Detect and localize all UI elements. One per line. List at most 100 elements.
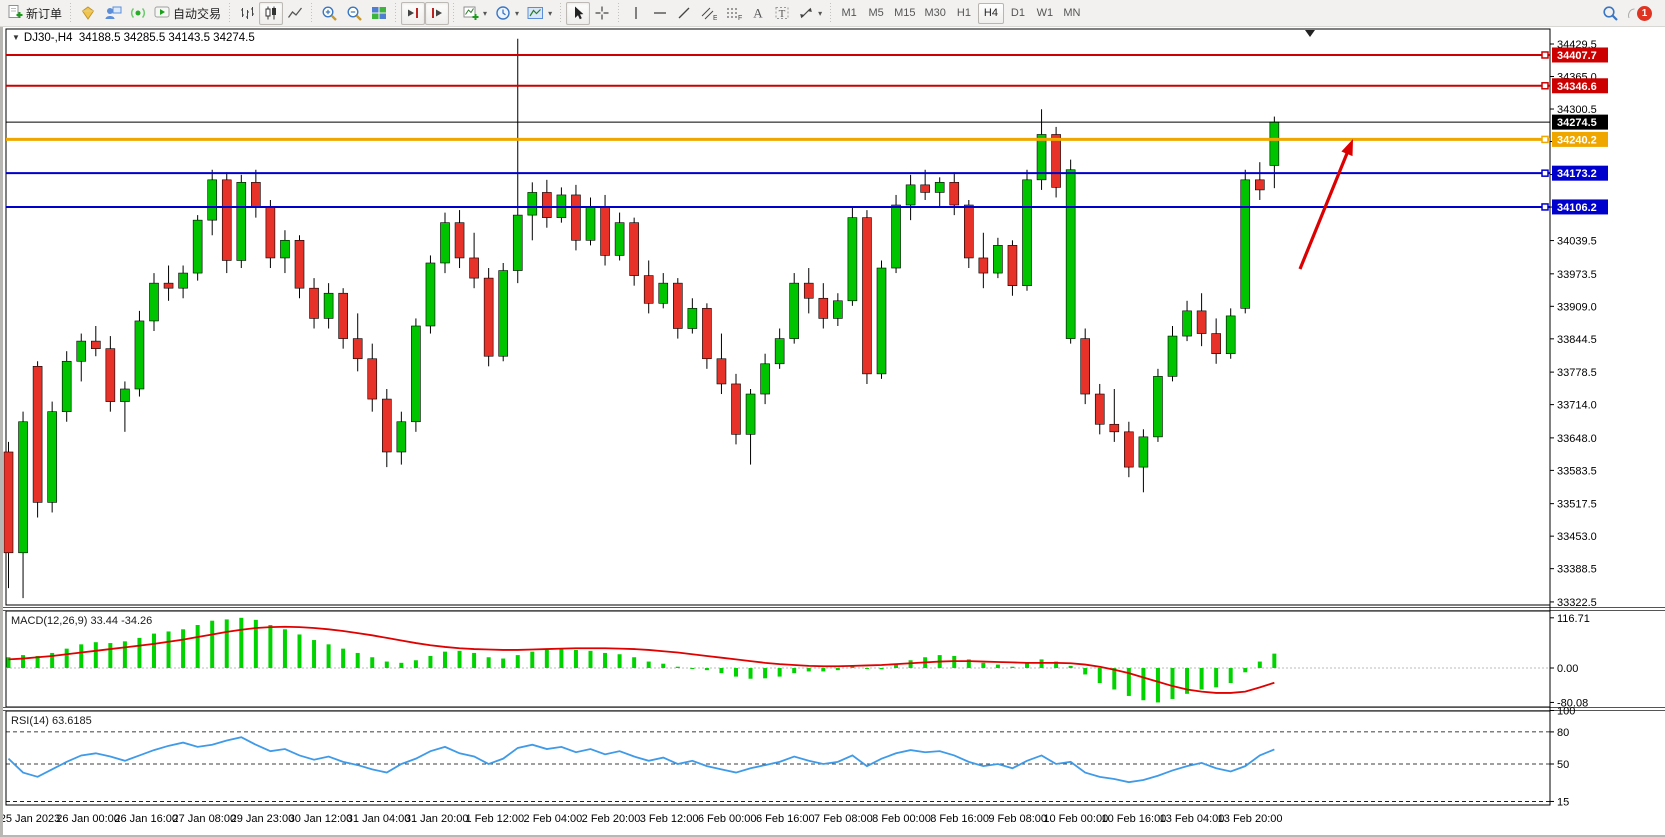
svg-text:26 Jan 00:00: 26 Jan 00:00 [56, 813, 120, 825]
tile-windows-icon [372, 7, 387, 19]
svg-text:25 Jan 2023: 25 Jan 2023 [3, 813, 60, 825]
cursor-button[interactable] [566, 1, 591, 25]
svg-text:29 Jan 23:00: 29 Jan 23:00 [231, 813, 295, 825]
trendline-icon [678, 7, 690, 19]
separator [308, 3, 317, 23]
svg-text:50: 50 [1557, 759, 1569, 771]
svg-text:33517.5: 33517.5 [1557, 499, 1597, 511]
tf-m30-button[interactable]: M30 [921, 3, 950, 24]
text-label-button[interactable]: T [770, 2, 794, 25]
svg-text:2 Feb 04:00: 2 Feb 04:00 [524, 813, 583, 825]
candlestick-chart-button[interactable] [259, 1, 284, 25]
line-chart-button[interactable] [283, 2, 307, 25]
auto-trading-button[interactable]: 自动交易 [150, 2, 225, 25]
svg-text:33714.0: 33714.0 [1557, 400, 1597, 412]
search-button[interactable] [1598, 2, 1623, 25]
separator [226, 3, 235, 23]
tf-h1-button[interactable]: H1 [951, 3, 977, 24]
tf-d1-button[interactable]: D1 [1005, 3, 1031, 24]
tf-m5-button[interactable]: M5 [863, 3, 889, 24]
text-button[interactable]: A [746, 2, 770, 25]
tf-h4-button[interactable]: H4 [977, 2, 1004, 24]
rsi-name: RSI(14) [11, 715, 49, 727]
arrows-tool-button[interactable]: ▾ [794, 2, 826, 25]
horizontal-line-button[interactable] [648, 2, 672, 25]
rsi-label: RSI(14) 63.6185 [11, 715, 92, 727]
svg-text:34106.2: 34106.2 [1557, 202, 1597, 214]
svg-text:33453.0: 33453.0 [1557, 531, 1597, 543]
bar-chart-button[interactable] [235, 2, 259, 25]
gem-button[interactable] [76, 2, 100, 25]
vertical-line-button[interactable] [624, 2, 648, 25]
tf-mn-button[interactable]: MN [1059, 3, 1085, 24]
separator [827, 3, 836, 23]
new-order-button[interactable]: 新订单 [3, 2, 66, 25]
tile-windows-button[interactable] [367, 2, 391, 25]
template-button[interactable]: ▾ [523, 2, 556, 25]
zoom-in-button[interactable] [317, 2, 342, 25]
svg-text:6 Feb 16:00: 6 Feb 16:00 [756, 813, 815, 825]
dropdown-caret: ▾ [818, 8, 823, 18]
svg-text:34407.7: 34407.7 [1557, 50, 1597, 62]
svg-text:33844.5: 33844.5 [1557, 334, 1597, 346]
macd-values: 33.44 -34.26 [90, 615, 153, 627]
collapse-triangle-icon[interactable]: ▼ [12, 33, 20, 42]
separator [67, 3, 76, 23]
tf-m15-button[interactable]: M15 [890, 3, 919, 24]
chart-window[interactable]: 34429.534365.034300.534236.034170.534106… [0, 27, 1665, 837]
dropdown-caret: ▾ [515, 8, 520, 18]
chart-canvas[interactable]: 34429.534365.034300.534236.034170.534106… [3, 27, 1665, 835]
add-indicator-button[interactable]: ▾ [459, 2, 491, 25]
channel-button[interactable]: E [696, 2, 721, 25]
svg-text:A: A [753, 6, 763, 21]
period-button[interactable]: ▾ [491, 2, 523, 25]
svg-text:31 Jan 04:00: 31 Jan 04:00 [347, 813, 411, 825]
svg-text:26 Jan 16:00: 26 Jan 16:00 [114, 813, 178, 825]
separator [392, 3, 401, 23]
search-icon [1603, 5, 1618, 21]
macd-name: MACD(12,26,9) [11, 615, 88, 627]
svg-text:33778.5: 33778.5 [1557, 367, 1597, 379]
chart-title: ▼ DJ30-,H4 34188.5 34285.5 34143.5 34274.… [12, 32, 255, 44]
toolbar: 新订单 自动交易 ▾ ▾ ▾ E F A T ▾ M1 M5 M15 M30 H1 H4 D… [0, 0, 1665, 27]
chat-bubble-icon [1628, 8, 1635, 18]
dropdown-caret: ▾ [548, 8, 553, 18]
clock-icon [496, 6, 510, 20]
bar-chart-icon [241, 7, 255, 19]
svg-text:7 Feb 08:00: 7 Feb 08:00 [814, 813, 873, 825]
auto-scroll-button[interactable] [425, 1, 450, 25]
tf-w1-button[interactable]: W1 [1032, 3, 1058, 24]
svg-text:8 Feb 16:00: 8 Feb 16:00 [930, 813, 989, 825]
signals-button[interactable] [126, 2, 150, 25]
fibonacci-button[interactable]: F [721, 2, 746, 25]
cursor-icon [575, 6, 584, 20]
svg-text:33909.0: 33909.0 [1557, 301, 1597, 313]
market-watch-button[interactable] [100, 2, 126, 25]
svg-text:-80.08: -80.08 [1557, 697, 1588, 709]
chart-shift-button[interactable] [401, 1, 426, 25]
timeframe-group: M1 M5 M15 M30 H1 H4 D1 W1 MN [836, 2, 1085, 24]
svg-text:13 Feb 04:00: 13 Feb 04:00 [1160, 813, 1225, 825]
dropdown-caret: ▾ [483, 8, 488, 18]
svg-text:33583.5: 33583.5 [1557, 465, 1597, 477]
horizontal-line-icon [654, 12, 667, 14]
arrows-tool-icon [800, 7, 812, 19]
crosshair-button[interactable] [590, 2, 614, 25]
tf-m1-button[interactable]: M1 [836, 3, 862, 24]
add-indicator-icon [463, 6, 479, 20]
svg-text:3 Feb 12:00: 3 Feb 12:00 [640, 813, 699, 825]
svg-text:116.71: 116.71 [1557, 613, 1590, 625]
zoom-out-button[interactable] [342, 2, 367, 25]
svg-text:6 Feb 00:00: 6 Feb 00:00 [698, 813, 757, 825]
svg-text:F: F [738, 15, 742, 21]
gem-icon [81, 6, 95, 20]
notifications-button[interactable]: 1 [1623, 2, 1662, 25]
svg-text:15: 15 [1557, 796, 1569, 808]
zoom-in-icon [322, 5, 337, 21]
svg-text:E: E [713, 15, 717, 21]
channel-icon: E [701, 7, 717, 21]
macd-label: MACD(12,26,9) 33.44 -34.26 [11, 615, 152, 627]
svg-text:8 Feb 00:00: 8 Feb 00:00 [872, 813, 931, 825]
svg-text:0.00: 0.00 [1557, 663, 1578, 675]
trendline-button[interactable] [672, 2, 696, 25]
